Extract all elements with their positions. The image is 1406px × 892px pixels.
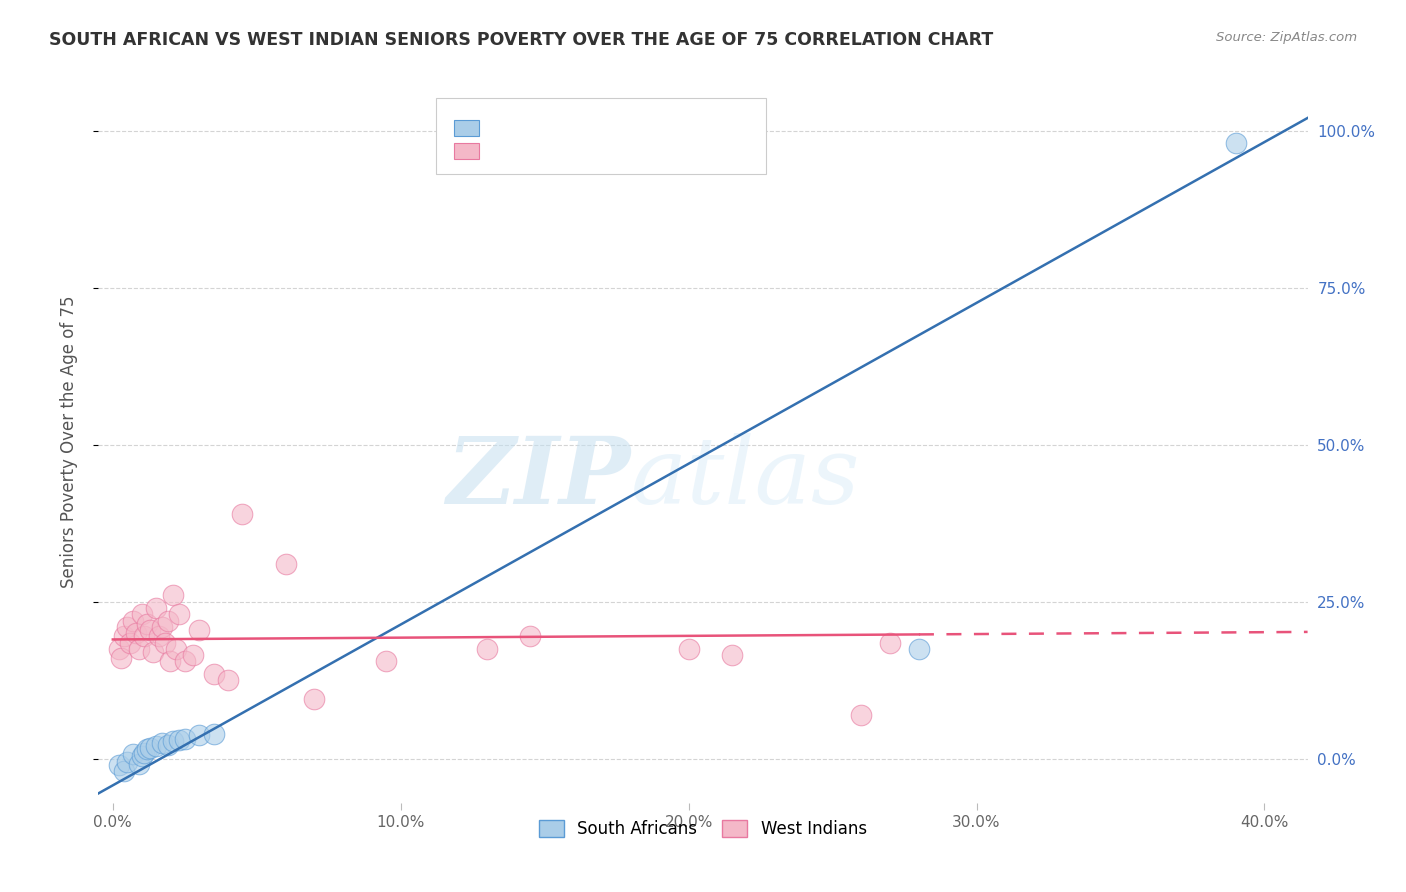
Point	[908, 641, 931, 656]
Point	[122, 614, 145, 628]
Point	[217, 673, 239, 688]
Point	[851, 707, 873, 722]
Text: Source: ZipAtlas.com: Source: ZipAtlas.com	[1216, 31, 1357, 45]
Point	[148, 629, 170, 643]
Point	[162, 734, 184, 748]
Point	[139, 623, 162, 637]
Text: 37: 37	[624, 144, 645, 158]
Point	[122, 747, 145, 761]
Point	[150, 736, 173, 750]
Point	[136, 616, 159, 631]
Text: R =: R =	[491, 120, 524, 136]
Point	[1225, 136, 1247, 150]
Point	[202, 727, 225, 741]
Point	[162, 589, 184, 603]
Point	[134, 746, 156, 760]
Point	[678, 641, 700, 656]
Point	[165, 641, 187, 656]
Point	[115, 755, 138, 769]
Text: N =: N =	[582, 144, 626, 158]
Point	[519, 629, 541, 643]
Point	[475, 641, 498, 656]
Point	[115, 620, 138, 634]
Point	[120, 635, 142, 649]
Y-axis label: Seniors Poverty Over the Age of 75: Seniors Poverty Over the Age of 75	[59, 295, 77, 588]
Point	[110, 651, 132, 665]
Point	[145, 601, 167, 615]
Point	[879, 635, 901, 649]
Point	[128, 756, 150, 771]
Point	[107, 758, 129, 772]
Point	[188, 728, 211, 742]
Point	[112, 764, 135, 779]
Point	[131, 607, 153, 622]
Text: ZIP: ZIP	[446, 433, 630, 523]
Legend: South Africans, West Indians: South Africans, West Indians	[533, 814, 873, 845]
Text: SOUTH AFRICAN VS WEST INDIAN SENIORS POVERTY OVER THE AGE OF 75 CORRELATION CHAR: SOUTH AFRICAN VS WEST INDIAN SENIORS POV…	[49, 31, 994, 49]
Text: 19: 19	[624, 120, 645, 136]
Point	[112, 629, 135, 643]
Point	[136, 742, 159, 756]
Point	[173, 731, 195, 746]
Text: 0.012: 0.012	[530, 144, 578, 158]
Text: R =: R =	[491, 144, 524, 158]
Point	[183, 648, 205, 662]
Point	[139, 740, 162, 755]
Point	[375, 655, 398, 669]
Point	[156, 738, 179, 752]
Point	[188, 623, 211, 637]
Text: 0.720: 0.720	[530, 120, 578, 136]
Point	[159, 655, 181, 669]
Point	[202, 667, 225, 681]
Point	[153, 635, 176, 649]
Point	[720, 648, 742, 662]
Point	[134, 629, 156, 643]
Point	[167, 607, 190, 622]
Point	[274, 557, 297, 571]
Point	[131, 748, 153, 763]
Point	[128, 641, 150, 656]
Point	[304, 692, 326, 706]
Point	[156, 614, 179, 628]
Text: atlas: atlas	[630, 433, 860, 523]
Point	[231, 507, 253, 521]
Point	[173, 655, 195, 669]
Text: N =: N =	[582, 120, 626, 136]
Point	[145, 739, 167, 754]
Point	[107, 641, 129, 656]
Point	[150, 620, 173, 634]
Point	[142, 645, 165, 659]
Point	[125, 626, 148, 640]
Point	[167, 733, 190, 747]
